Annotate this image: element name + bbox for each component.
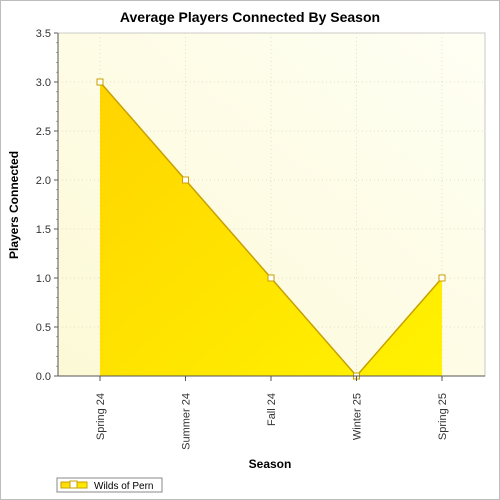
y-tick-label: 1.0 [36, 273, 51, 285]
x-tick-label: Spring 24 [95, 393, 107, 440]
y-tick-label: 3.5 [36, 28, 51, 40]
y-axis-label: Players Connected [7, 151, 21, 259]
axes [54, 32, 485, 381]
x-tick-label: Fall 24 [266, 393, 278, 426]
chart-title: Average Players Connected By Season [120, 9, 380, 25]
y-tick-label: 2.5 [36, 126, 51, 138]
legend-entry-label: Wilds of Pern [94, 481, 153, 492]
tick-labels: 0.0 0.5 1.0 1.5 2.0 2.5 3.0 3.5 Spring 24 Summer … [36, 28, 449, 450]
x-tick-label: Winter 25 [352, 393, 364, 440]
y-tick-label: 1.5 [36, 224, 51, 236]
data-point [267, 274, 275, 282]
area-fill [100, 82, 442, 376]
x-axis-label: Season [249, 457, 292, 471]
x-tick-label: Summer 24 [181, 393, 193, 450]
y-tick-label: 0.0 [36, 371, 51, 383]
series-area [96, 78, 446, 380]
legend: Wilds of Pern [56, 477, 163, 493]
y-tick-label: 3.0 [36, 77, 51, 89]
y-tick-label: 0.5 [36, 322, 51, 334]
y-tick-label: 2.0 [36, 175, 51, 187]
data-point [182, 176, 189, 184]
data-point [438, 274, 446, 282]
x-tick-label: Spring 25 [437, 393, 449, 440]
data-point [96, 78, 104, 86]
legend-marker-icon [69, 480, 78, 489]
